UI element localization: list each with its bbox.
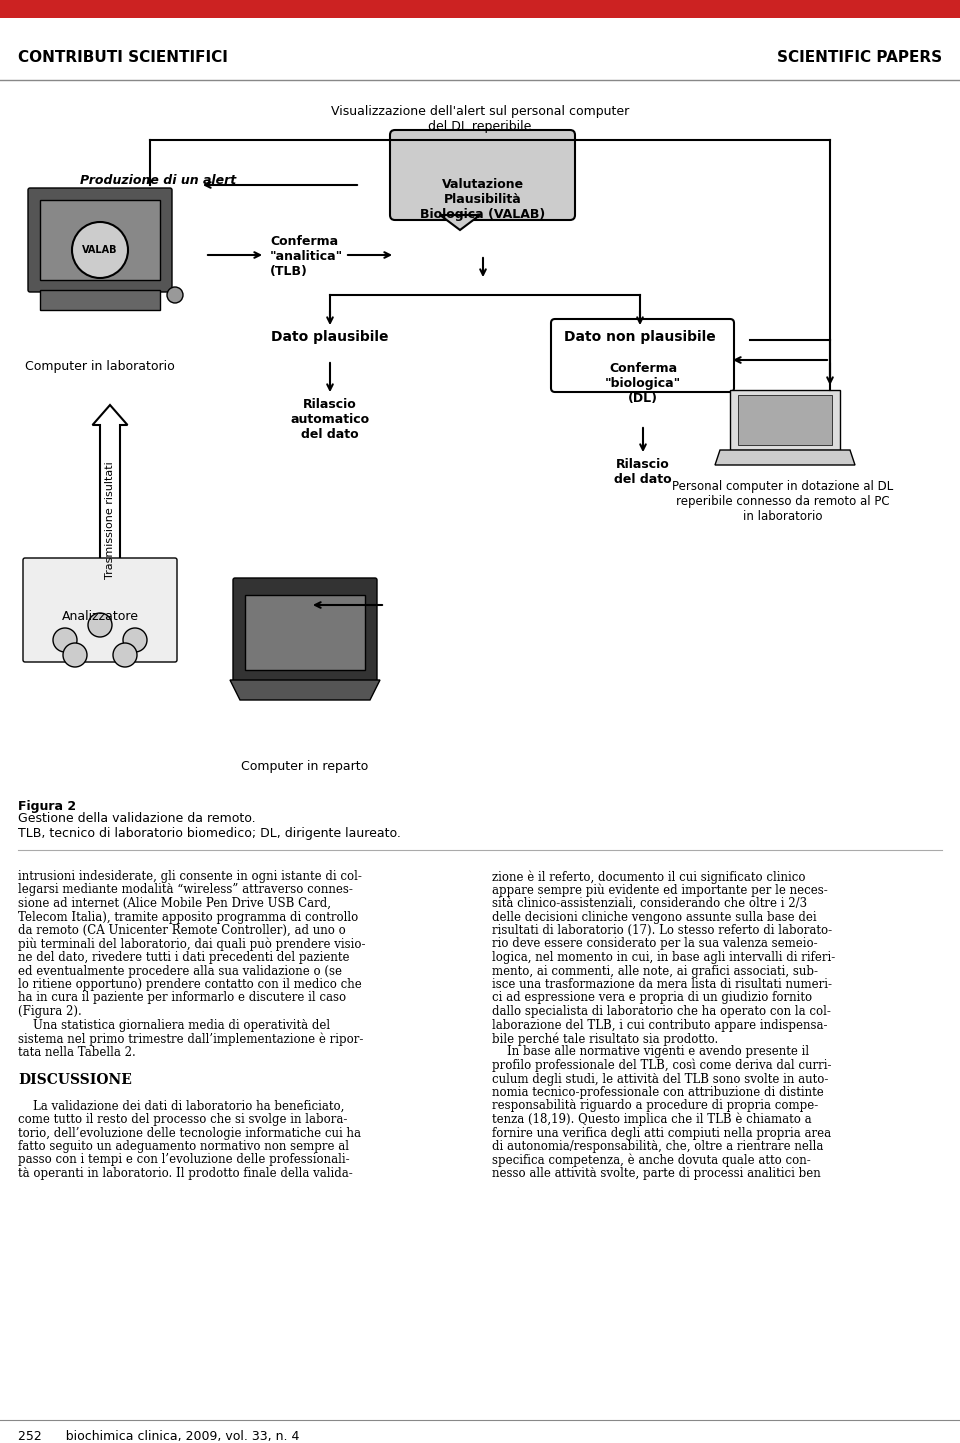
Text: intrusioni indesiderate, gli consente in ogni istante di col-: intrusioni indesiderate, gli consente in… xyxy=(18,870,362,883)
Text: Computer in laboratorio: Computer in laboratorio xyxy=(25,359,175,372)
Text: logica, nel momento in cui, in base agli intervalli di riferi-: logica, nel momento in cui, in base agli… xyxy=(492,951,835,964)
Text: ci ad espressione vera e propria di un giudizio fornito: ci ad espressione vera e propria di un g… xyxy=(492,991,812,1004)
Text: ne del dato, rivedere tutti i dati precedenti del paziente: ne del dato, rivedere tutti i dati prece… xyxy=(18,951,349,964)
Circle shape xyxy=(123,628,147,652)
Text: Computer in reparto: Computer in reparto xyxy=(241,760,369,773)
Text: specifica competenza, è anche dovuta quale atto con-: specifica competenza, è anche dovuta qua… xyxy=(492,1153,811,1167)
Text: Visualizzazione dell'alert sul personal computer
del DL reperibile: Visualizzazione dell'alert sul personal … xyxy=(331,105,629,133)
Text: Dato plausibile: Dato plausibile xyxy=(272,330,389,343)
Polygon shape xyxy=(738,395,832,444)
Circle shape xyxy=(63,644,87,667)
Text: ed eventualmente procedere alla sua validazione o (se: ed eventualmente procedere alla sua vali… xyxy=(18,964,342,977)
Text: lo ritiene opportuno) prendere contatto con il medico che: lo ritiene opportuno) prendere contatto … xyxy=(18,978,362,991)
Circle shape xyxy=(167,287,183,303)
Text: Personal computer in dotazione al DL
reperibile connesso da remoto al PC
in labo: Personal computer in dotazione al DL rep… xyxy=(672,481,894,522)
Text: torio, dell’evoluzione delle tecnologie informatiche cui ha: torio, dell’evoluzione delle tecnologie … xyxy=(18,1127,361,1140)
Text: legarsi mediante modalità “wireless” attraverso connes-: legarsi mediante modalità “wireless” att… xyxy=(18,883,353,896)
Text: Trasmissione risultati: Trasmissione risultati xyxy=(105,462,115,579)
Text: profilo professionale del TLB, così come deriva dal curri-: profilo professionale del TLB, così come… xyxy=(492,1059,831,1072)
Text: sità clinico-assistenziali, considerando che oltre i 2/3: sità clinico-assistenziali, considerando… xyxy=(492,898,807,911)
Text: fatto seguito un adeguamento normativo non sempre al: fatto seguito un adeguamento normativo n… xyxy=(18,1140,349,1153)
Text: più terminali del laboratorio, dai quali può prendere visio-: più terminali del laboratorio, dai quali… xyxy=(18,938,366,951)
Text: Valutazione
Plausibilità
Biologica (VALAB): Valutazione Plausibilità Biologica (VALA… xyxy=(420,177,545,221)
Text: bile perché tale risultato sia prodotto.: bile perché tale risultato sia prodotto. xyxy=(492,1032,718,1046)
Circle shape xyxy=(53,628,77,652)
Text: Produzione di un alert: Produzione di un alert xyxy=(80,173,236,186)
FancyBboxPatch shape xyxy=(233,579,377,683)
Text: SCIENTIFIC PAPERS: SCIENTIFIC PAPERS xyxy=(777,51,942,65)
Text: nesso alle attività svolte, parte di processi analitici ben: nesso alle attività svolte, parte di pro… xyxy=(492,1167,821,1180)
Text: appare sempre più evidente ed importante per le neces-: appare sempre più evidente ed importante… xyxy=(492,883,828,898)
Text: ha in cura il paziente per informarlo e discutere il caso: ha in cura il paziente per informarlo e … xyxy=(18,991,347,1004)
Text: sione ad internet (Alice Mobile Pen Drive USB Card,: sione ad internet (Alice Mobile Pen Driv… xyxy=(18,898,331,911)
Text: Una statistica giornaliera media di operatività del: Una statistica giornaliera media di oper… xyxy=(18,1019,330,1032)
Text: sistema nel primo trimestre dall’implementazione è ripor-: sistema nel primo trimestre dall’impleme… xyxy=(18,1032,364,1046)
FancyArrow shape xyxy=(92,405,128,580)
Text: tenza (18,19). Questo implica che il TLB è chiamato a: tenza (18,19). Questo implica che il TLB… xyxy=(492,1113,811,1127)
Text: nomia tecnico-professionale con attribuzione di distinte: nomia tecnico-professionale con attribuz… xyxy=(492,1087,824,1100)
Text: passo con i tempi e con l’evoluzione delle professionali-: passo con i tempi e con l’evoluzione del… xyxy=(18,1153,349,1166)
Polygon shape xyxy=(230,680,380,700)
Text: risultati di laboratorio (17). Lo stesso referto di laborato-: risultati di laboratorio (17). Lo stesso… xyxy=(492,924,832,937)
Circle shape xyxy=(72,222,128,278)
Polygon shape xyxy=(730,390,840,450)
Text: CONTRIBUTI SCIENTIFICI: CONTRIBUTI SCIENTIFICI xyxy=(18,51,228,65)
Text: zione è il referto, documento il cui significato clinico: zione è il referto, documento il cui sig… xyxy=(492,870,805,883)
Text: tata nella Tabella 2.: tata nella Tabella 2. xyxy=(18,1046,135,1059)
Text: laborazione del TLB, i cui contributo appare indispensa-: laborazione del TLB, i cui contributo ap… xyxy=(492,1019,828,1032)
Text: 252      biochimica clinica, 2009, vol. 33, n. 4: 252 biochimica clinica, 2009, vol. 33, n… xyxy=(18,1430,300,1443)
Text: di autonomia/responsabilità, che, oltre a rientrare nella: di autonomia/responsabilità, che, oltre … xyxy=(492,1140,824,1153)
Text: DISCUSSIONE: DISCUSSIONE xyxy=(18,1072,132,1087)
Text: (Figura 2).: (Figura 2). xyxy=(18,1004,82,1017)
Text: In base alle normative vigenti e avendo presente il: In base alle normative vigenti e avendo … xyxy=(492,1046,809,1059)
Text: fornire una verifica degli atti compiuti nella propria area: fornire una verifica degli atti compiuti… xyxy=(492,1127,831,1140)
Text: Conferma
"biologica"
(DL): Conferma "biologica" (DL) xyxy=(605,362,682,405)
Text: Rilascio
del dato: Rilascio del dato xyxy=(614,457,672,486)
Text: Conferma
"analitica"
(TLB): Conferma "analitica" (TLB) xyxy=(270,235,344,278)
Text: Gestione della validazione da remoto.
TLB, tecnico di laboratorio biomedico; DL,: Gestione della validazione da remoto. TL… xyxy=(18,812,401,840)
Text: VALAB: VALAB xyxy=(83,245,118,255)
Text: isce una trasformazione da mera lista di risultati numeri-: isce una trasformazione da mera lista di… xyxy=(492,978,832,991)
Text: da remoto (CA Unicenter Remote Controller), ad uno o: da remoto (CA Unicenter Remote Controlle… xyxy=(18,924,346,937)
FancyBboxPatch shape xyxy=(551,319,734,392)
Bar xyxy=(245,595,365,670)
Polygon shape xyxy=(440,215,480,229)
Text: Figura 2: Figura 2 xyxy=(18,799,76,812)
Text: Analizzatore: Analizzatore xyxy=(61,610,138,623)
Text: delle decisioni cliniche vengono assunte sulla base dei: delle decisioni cliniche vengono assunte… xyxy=(492,911,817,924)
Bar xyxy=(40,290,160,310)
Text: Rilascio
automatico
del dato: Rilascio automatico del dato xyxy=(291,398,370,442)
Text: rio deve essere considerato per la sua valenza semeio-: rio deve essere considerato per la sua v… xyxy=(492,938,818,951)
Text: Dato non plausibile: Dato non plausibile xyxy=(564,330,716,343)
Bar xyxy=(0,0,960,17)
Text: tà operanti in laboratorio. Il prodotto finale della valida-: tà operanti in laboratorio. Il prodotto … xyxy=(18,1167,352,1180)
FancyBboxPatch shape xyxy=(28,188,172,291)
FancyBboxPatch shape xyxy=(23,558,177,662)
FancyBboxPatch shape xyxy=(390,130,575,219)
Text: mento, ai commenti, alle note, ai grafici associati, sub-: mento, ai commenti, alle note, ai grafic… xyxy=(492,964,818,977)
Text: Telecom Italia), tramite apposito programma di controllo: Telecom Italia), tramite apposito progra… xyxy=(18,911,358,924)
Text: come tutto il resto del processo che si svolge in labora-: come tutto il resto del processo che si … xyxy=(18,1113,348,1126)
Text: La validazione dei dati di laboratorio ha beneficiato,: La validazione dei dati di laboratorio h… xyxy=(18,1100,345,1113)
Text: dallo specialista di laboratorio che ha operato con la col-: dallo specialista di laboratorio che ha … xyxy=(492,1004,830,1017)
Circle shape xyxy=(88,613,112,636)
Bar xyxy=(40,201,160,280)
Text: culum degli studi, le attività del TLB sono svolte in auto-: culum degli studi, le attività del TLB s… xyxy=(492,1072,828,1085)
Text: responsabilità riguardo a procedure di propria compe-: responsabilità riguardo a procedure di p… xyxy=(492,1100,818,1113)
Circle shape xyxy=(113,644,137,667)
Polygon shape xyxy=(715,450,855,465)
